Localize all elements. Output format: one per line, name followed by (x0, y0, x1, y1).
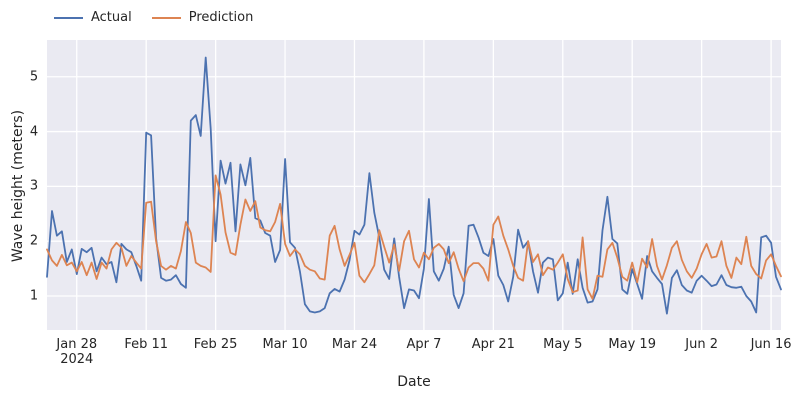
legend-item-prediction: Prediction (151, 10, 254, 26)
y-axis-title: Wave height (meters) (10, 109, 26, 263)
legend-item-actual: Actual (54, 10, 132, 26)
x-tick-label: Jun 16 (750, 337, 792, 352)
x-tick-label: Jan 28 2024 (56, 337, 98, 367)
y-tick-label: 1 (29, 288, 39, 304)
legend-line-swatch-prediction (151, 17, 181, 19)
legend-label-prediction: Prediction (188, 10, 254, 25)
series-line-actual (46, 56, 782, 315)
y-tick-label: 2 (29, 233, 39, 249)
x-tick-label: Apr 21 (471, 337, 515, 352)
x-axis-title: Date (397, 374, 431, 390)
legend-label-actual: Actual (91, 10, 132, 25)
y-tick-label: 5 (29, 69, 39, 85)
y-tick-label: 3 (29, 178, 39, 194)
x-tick-label: Feb 25 (193, 337, 238, 352)
x-tick-label: May 19 (608, 337, 656, 352)
legend-line-swatch-actual (54, 17, 83, 19)
x-tick-label: Feb 11 (124, 337, 169, 352)
x-tick-label: May 5 (543, 337, 583, 352)
x-tick-label: Mar 10 (262, 337, 308, 352)
x-tick-label: Jun 2 (685, 337, 718, 352)
series-line-prediction (46, 174, 782, 300)
legend: Actual Prediction (54, 10, 253, 26)
x-tick-label: Mar 24 (331, 337, 378, 352)
plot-background (47, 40, 781, 330)
y-tick-label: 4 (29, 124, 39, 140)
x-tick-label: Apr 7 (406, 337, 442, 352)
